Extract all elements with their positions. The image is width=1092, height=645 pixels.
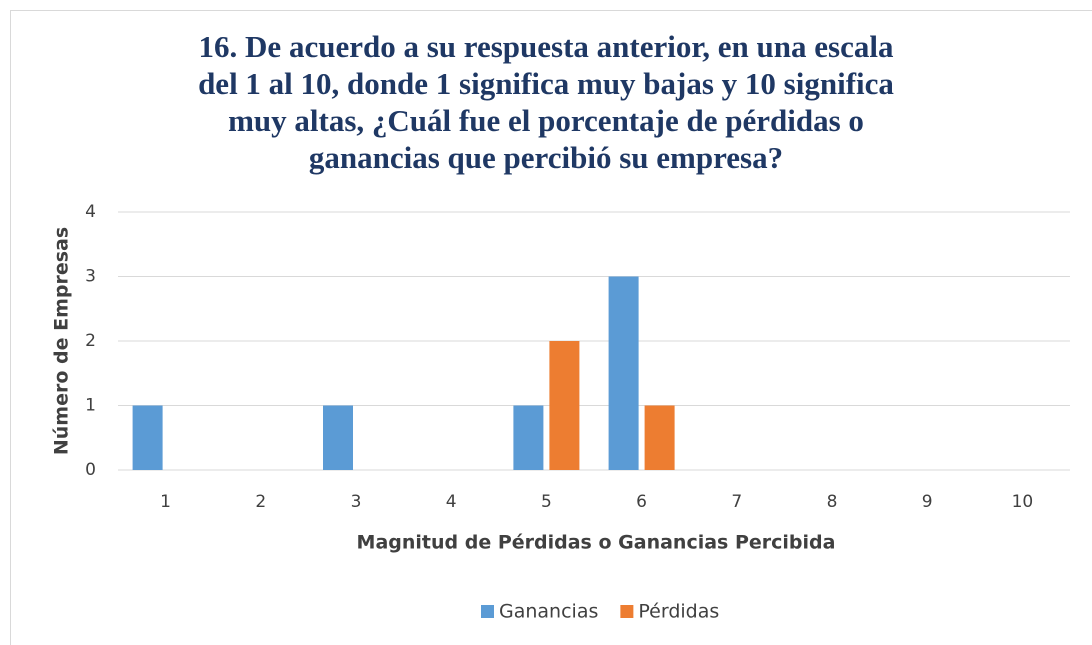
bar (513, 405, 544, 470)
x-tick-label: 10 (1012, 492, 1034, 512)
chart-title: 16. De acuerdo a su respuesta anterior, … (198, 29, 894, 175)
bar (549, 341, 580, 470)
bar (644, 405, 675, 470)
y-axis-label: Número de Empresas (51, 227, 73, 455)
chart-border (10, 10, 1092, 645)
x-axis-label: Magnitud de Pérdidas o Ganancias Percibi… (357, 532, 836, 554)
y-tick-label: 3 (85, 267, 96, 287)
x-tick-label: 5 (541, 492, 552, 512)
y-tick-label: 2 (85, 331, 96, 351)
x-tick-label: 4 (446, 492, 457, 512)
y-tick-label: 1 (85, 396, 96, 416)
legend-label: Pérdidas (638, 601, 719, 623)
y-tick-label: 0 (85, 460, 96, 480)
legend-swatch (620, 605, 634, 618)
x-tick-label: 6 (636, 492, 647, 512)
y-tick-label: 4 (85, 202, 96, 222)
x-tick-label: 1 (160, 492, 171, 512)
legend-swatch (481, 605, 494, 618)
x-tick-label: 8 (827, 492, 838, 512)
legend-label: Ganancias (499, 601, 598, 623)
bar (132, 405, 163, 470)
bar (323, 405, 353, 470)
x-tick-label: 7 (731, 492, 742, 512)
bar (608, 276, 639, 470)
x-tick-label: 9 (922, 492, 933, 512)
x-tick-label: 3 (351, 492, 362, 512)
x-tick-label: 2 (255, 492, 266, 512)
